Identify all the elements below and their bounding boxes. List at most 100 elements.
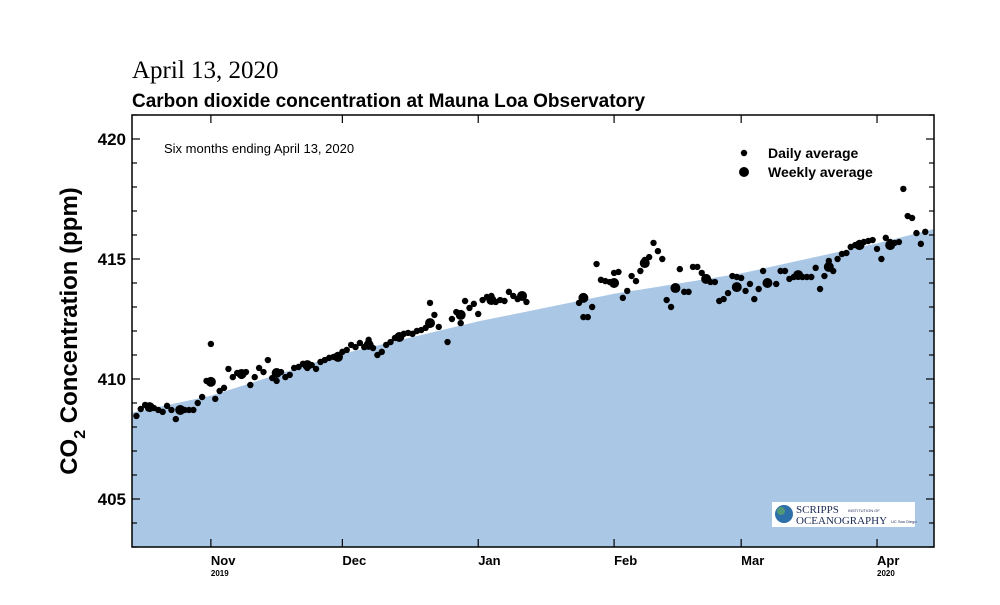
- daily-point: [286, 371, 293, 379]
- daily-point: [457, 319, 464, 327]
- daily-point: [615, 268, 622, 276]
- daily-point: [878, 255, 885, 263]
- daily-point: [755, 285, 762, 293]
- daily-point: [843, 249, 850, 257]
- daily-point: [803, 273, 811, 281]
- y-axis: 405 410 415 420: [98, 114, 934, 548]
- y-tick-label: 420: [98, 130, 126, 149]
- daily-point: [698, 269, 705, 277]
- svg-text:UC San Diego: UC San Diego: [891, 519, 917, 524]
- weekly-points: [144, 240, 896, 415]
- daily-point: [426, 299, 434, 307]
- daily-point: [619, 294, 627, 302]
- daily-point: [255, 364, 263, 372]
- svg-text:CO2 Concentration (ppm): CO2 Concentration (ppm): [56, 187, 89, 475]
- daily-point: [746, 280, 754, 288]
- daily-point: [663, 296, 670, 304]
- daily-point: [816, 285, 824, 293]
- x-tick-label: Jan: [478, 553, 500, 568]
- weekly-point: [609, 278, 620, 288]
- daily-point: [356, 339, 364, 347]
- y-label-co: CO: [56, 439, 83, 475]
- weekly-point: [236, 368, 247, 379]
- daily-point: [781, 267, 789, 275]
- weekly-point: [793, 270, 804, 281]
- daily-point: [523, 298, 530, 306]
- daily-point: [580, 313, 587, 321]
- weekly-point: [885, 240, 896, 251]
- daily-point: [470, 300, 478, 308]
- daily-point: [637, 267, 644, 275]
- daily-point: [137, 405, 144, 413]
- daily-point: [163, 402, 171, 410]
- daily-point: [312, 365, 320, 373]
- weekly-point: [762, 278, 773, 288]
- daily-point: [190, 406, 197, 414]
- legend-weekly-marker: [739, 167, 749, 177]
- weekly-point: [578, 292, 589, 303]
- daily-point: [593, 260, 600, 268]
- daily-point: [229, 373, 236, 381]
- daily-point: [773, 280, 780, 288]
- daily-point: [475, 310, 482, 318]
- daily-point: [444, 338, 451, 346]
- daily-point: [812, 264, 819, 272]
- daily-point: [264, 356, 272, 364]
- daily-point: [172, 415, 180, 423]
- daily-points: [133, 185, 929, 423]
- daily-point: [724, 289, 732, 297]
- daily-point: [694, 263, 701, 271]
- daily-point: [742, 287, 749, 295]
- weekly-point: [205, 376, 216, 387]
- daily-point: [882, 234, 889, 242]
- daily-point: [505, 288, 513, 296]
- daily-point: [260, 368, 267, 376]
- y-axis-label: CO2 Concentration (ppm): [56, 187, 89, 475]
- x-tick-label: Apr: [877, 553, 899, 568]
- daily-point: [895, 238, 903, 246]
- daily-point: [777, 267, 784, 275]
- weekly-point: [271, 368, 282, 378]
- daily-point: [913, 229, 920, 237]
- daily-point: [251, 373, 258, 381]
- svg-text:INSTITUTION OF: INSTITUTION OF: [848, 508, 880, 513]
- svg-text:SCRIPPS: SCRIPPS: [796, 504, 839, 516]
- legend-daily-label: Daily average: [768, 145, 858, 161]
- weekly-point: [670, 283, 681, 294]
- weekly-point: [363, 339, 374, 350]
- weekly-point: [332, 351, 343, 362]
- daily-point: [689, 263, 697, 271]
- daily-point: [198, 393, 206, 401]
- weekly-point: [144, 402, 155, 413]
- daily-point: [185, 406, 193, 414]
- daily-point: [908, 214, 916, 222]
- legend-weekly-label: Weekly average: [768, 164, 873, 180]
- daily-point: [588, 303, 596, 311]
- daily-point: [645, 253, 653, 261]
- daily-point: [917, 240, 925, 248]
- x-tick-label: Nov: [211, 553, 236, 568]
- y-label-subscript: 2: [72, 430, 89, 439]
- daily-point: [632, 277, 640, 285]
- daily-point: [273, 377, 280, 385]
- daily-point: [680, 288, 688, 296]
- weekly-point: [854, 240, 865, 251]
- x-tick-label: Feb: [614, 553, 637, 568]
- daily-point: [352, 343, 359, 351]
- daily-point: [922, 228, 929, 236]
- daily-point: [435, 323, 442, 331]
- daily-point: [808, 273, 815, 281]
- daily-point: [343, 346, 350, 354]
- daily-point: [654, 247, 662, 255]
- weekly-point: [425, 318, 436, 329]
- weekly-point: [486, 295, 497, 306]
- daily-point: [676, 265, 684, 273]
- daily-point: [667, 303, 675, 311]
- daily-point: [869, 236, 876, 244]
- daily-point: [431, 311, 438, 319]
- legend-daily-marker: [740, 149, 748, 157]
- daily-point: [461, 297, 469, 305]
- chart-title: Carbon dioxide concentration at Mauna Lo…: [132, 91, 646, 112]
